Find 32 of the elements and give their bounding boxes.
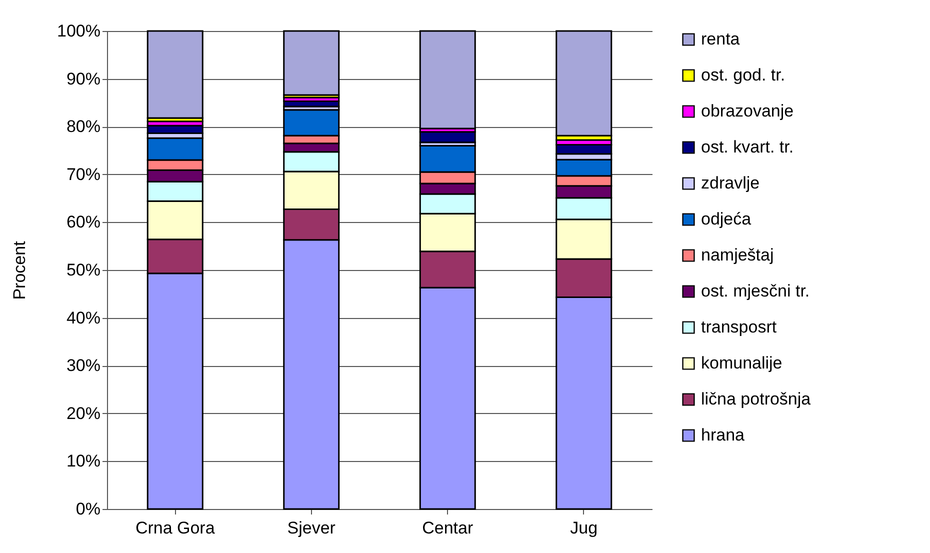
y-axis-title: Procent xyxy=(10,240,30,300)
legend-label: hrana xyxy=(701,426,746,444)
legend-label: ost. mjesčni tr. xyxy=(701,282,810,300)
y-tick-label: 60% xyxy=(66,212,100,232)
y-tick-label: 70% xyxy=(66,164,100,184)
legend-label: ost. kvart. tr. xyxy=(701,138,794,156)
legend-label: obrazovanje xyxy=(701,102,794,120)
y-tick-label: 50% xyxy=(66,260,100,280)
legend-label: renta xyxy=(701,30,740,48)
x-tick-label: Crna Gora xyxy=(135,518,216,538)
bar xyxy=(419,30,476,130)
y-tick-label: 40% xyxy=(66,308,100,328)
y-tick-label: 30% xyxy=(66,356,100,376)
y-tick-label: 10% xyxy=(66,452,100,471)
y-tick-label: 100% xyxy=(57,22,100,40)
legend-label: namještaj xyxy=(701,246,774,264)
legend-label: lična potrošnja xyxy=(701,390,812,408)
y-tick-label: 90% xyxy=(66,69,100,88)
legend-label: ost. god. tr. xyxy=(701,66,786,84)
legend-label: komunalije xyxy=(701,354,782,372)
bar xyxy=(556,30,612,136)
x-tick-label: Centar xyxy=(422,518,474,538)
bar xyxy=(283,30,340,96)
y-tick-label: 20% xyxy=(66,404,100,423)
legend-label: zdravlje xyxy=(701,174,760,192)
y-tick-label: 80% xyxy=(66,117,100,136)
y-tick-label: 0% xyxy=(76,500,100,518)
bar xyxy=(146,30,204,119)
legend-label: transposrt xyxy=(701,318,777,336)
x-tick-label: Jug xyxy=(570,518,598,538)
legend-label: odjeća xyxy=(701,210,752,228)
x-tick-label: Sjever xyxy=(287,518,336,538)
